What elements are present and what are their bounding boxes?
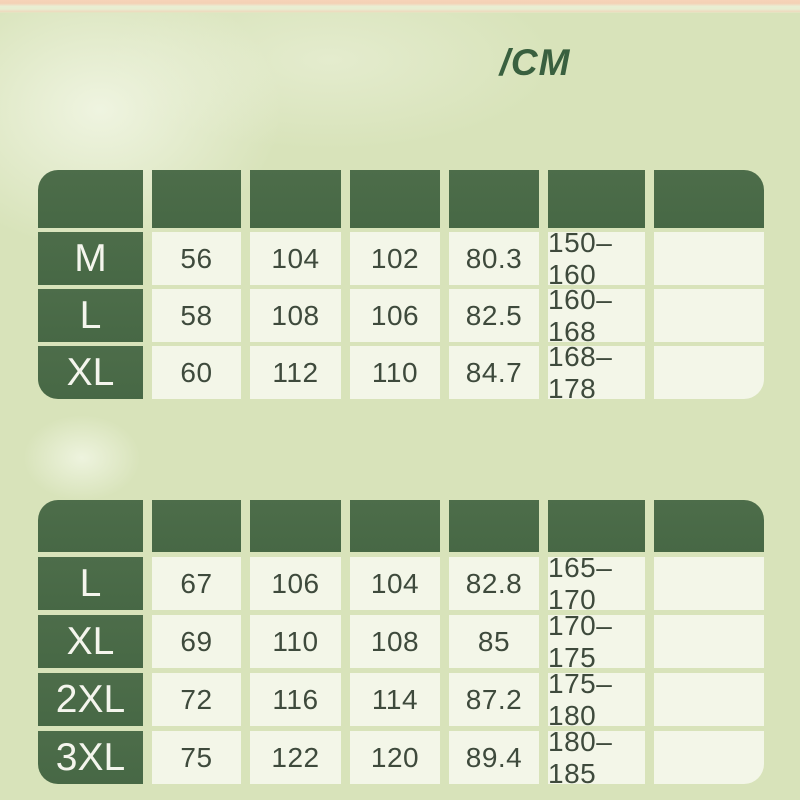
table-cell: 85 [449,615,539,668]
table-cell: 69 [152,615,241,668]
size-chart-table-upper: M 56 104 102 80.3 150–160 L 58 108 106 8… [38,170,764,404]
size-label-cell: XL [38,346,143,399]
size-label-cell: XL [38,615,143,668]
table-cell: 89.4 [449,731,539,784]
empty-cell [654,289,764,342]
top-edge-strip [0,0,800,13]
header-cell [548,500,645,552]
empty-cell [654,232,764,285]
size-chart-table-lower: L 67 106 104 82.8 165–170 XL 69 110 108 … [38,500,764,789]
table-cell: 80.3 [449,232,539,285]
table-cell: 82.8 [449,557,539,610]
table-cell: 87.2 [449,673,539,726]
table-cell: 82.5 [449,289,539,342]
table-cell: 116 [250,673,341,726]
table-cell: 114 [350,673,440,726]
header-cell [152,500,241,552]
header-cell [654,170,764,228]
header-cell [548,170,645,228]
header-cell [152,170,241,228]
header-cell [250,500,341,552]
empty-cell [654,615,764,668]
size-label-cell: M [38,232,143,285]
header-cell [449,170,539,228]
table-cell: 102 [350,232,440,285]
table-cell: 72 [152,673,241,726]
table-cell: 112 [250,346,341,399]
header-cell [350,500,440,552]
table-cell: 175–180 [548,668,645,731]
table-cell: 84.7 [449,346,539,399]
table-cell: 58 [152,289,241,342]
empty-cell [654,557,764,610]
table-cell: 150–160 [548,227,645,290]
header-cell [38,500,143,552]
table-cell: 67 [152,557,241,610]
table-cell: 104 [350,557,440,610]
header-cell [449,500,539,552]
header-cell [38,170,143,228]
size-label-cell: L [38,557,143,610]
size-label-cell: 2XL [38,673,143,726]
table-cell: 104 [250,232,341,285]
table-cell: 75 [152,731,241,784]
header-cell [654,500,764,552]
empty-cell [654,731,764,784]
table-cell: 106 [350,289,440,342]
table-cell: 110 [350,346,440,399]
table-cell: 56 [152,232,241,285]
table-cell: 168–178 [548,341,645,404]
table-cell: 108 [350,615,440,668]
table-cell: 165–170 [548,552,645,615]
table-cell: 170–175 [548,610,645,673]
table-cell: 110 [250,615,341,668]
table-cell: 160–168 [548,284,645,347]
table-cell: 180–185 [548,726,645,789]
table-cell: 106 [250,557,341,610]
empty-cell [654,346,764,399]
size-label-cell: 3XL [38,731,143,784]
header-cell [250,170,341,228]
table-cell: 108 [250,289,341,342]
table-cell: 122 [250,731,341,784]
size-label-cell: L [38,289,143,342]
unit-title: /CM [499,42,571,83]
header-cell [350,170,440,228]
empty-cell [654,673,764,726]
table-cell: 120 [350,731,440,784]
table-cell: 60 [152,346,241,399]
